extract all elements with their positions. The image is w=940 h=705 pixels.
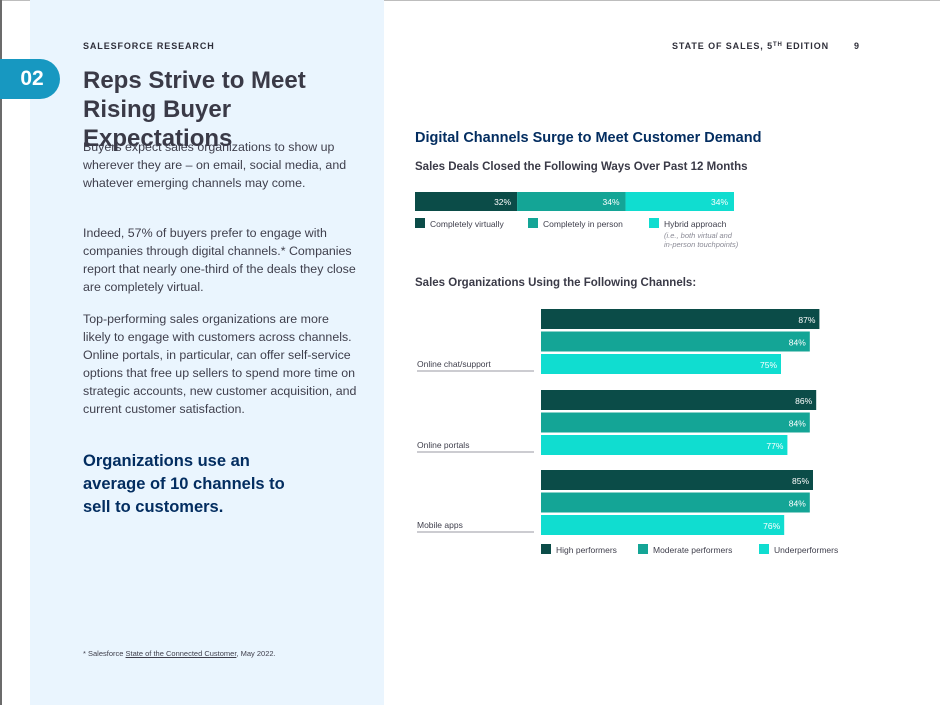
channel-bar (541, 309, 820, 329)
legend-label: High performers (556, 545, 617, 555)
channel-category-label: Online chat/support (417, 359, 491, 369)
channel-category-label: Online portals (417, 440, 469, 450)
page-title: Reps Strive to Meet Rising Buyer Expecta… (83, 67, 306, 152)
stacked-bar-value-label: 34% (711, 197, 728, 207)
legend-label: Completely in person (543, 219, 623, 229)
channel-bar (541, 515, 785, 535)
legend-label: Underperformers (774, 545, 838, 555)
legend-swatch (541, 544, 551, 554)
channel-category-label: Mobile apps (417, 520, 463, 530)
stacked-bar-value-label: 34% (603, 197, 620, 207)
legend-label: Moderate performers (653, 545, 732, 555)
channel-bar (541, 354, 781, 374)
channel-bar-value-label: 84% (789, 419, 806, 429)
channel-bar (541, 390, 817, 410)
page-top-edge (0, 0, 940, 1)
channel-bar-value-label: 84% (789, 338, 806, 348)
report-edition-label: STATE OF SALES, 5TH EDITION (672, 41, 829, 51)
channel-bar-value-label: 84% (789, 499, 806, 509)
stacked-chart-title: Sales Deals Closed the Following Ways Ov… (415, 161, 748, 173)
legend-note: (i.e., both virtual and (664, 231, 733, 240)
eyebrow-label: SALESFORCE RESEARCH (83, 41, 215, 51)
legend-swatch (528, 218, 538, 228)
channel-bar (541, 412, 810, 433)
page-left-edge (0, 0, 2, 705)
channel-bar (541, 470, 813, 490)
channel-bar-value-label: 86% (795, 396, 812, 406)
stacked-bar-segment (625, 192, 734, 211)
channel-bar-value-label: 85% (792, 476, 809, 486)
channel-bar-value-label: 87% (798, 315, 815, 325)
legend-note: in-person touchpoints) (664, 240, 739, 249)
legend-swatch (638, 544, 648, 554)
legend-swatch (415, 218, 425, 228)
channel-bar-value-label: 77% (766, 441, 783, 451)
chart-title: Digital Channels Surge to Meet Customer … (415, 130, 762, 146)
callout-statement: Organizations use an average of 10 chann… (83, 452, 285, 516)
stacked-bar-segment (517, 192, 626, 211)
channel-bar (541, 492, 810, 513)
legend-label: Completely virtually (430, 219, 504, 229)
legend-label: Hybrid approach (664, 219, 727, 229)
body-paragraph-3: Top-performing sales organizations are m… (83, 312, 357, 416)
stacked-bar-segment (415, 192, 518, 211)
left-text-panel (30, 0, 384, 705)
channel-bar-value-label: 75% (760, 360, 777, 370)
page-number: 9 (854, 41, 860, 51)
footnote-source-link[interactable]: State of the Connected Customer (125, 649, 237, 658)
channel-bar-value-label: 76% (763, 521, 780, 531)
channels-chart-title: Sales Organizations Using the Following … (415, 277, 697, 289)
body-paragraph-2: Indeed, 57% of buyers prefer to engage w… (83, 226, 356, 294)
legend-swatch (759, 544, 769, 554)
legend-swatch (649, 218, 659, 228)
channel-bar (541, 435, 788, 455)
body-paragraph-1: Buyers expect sales organizations to sho… (83, 140, 347, 190)
footnote: * Salesforce State of the Connected Cust… (83, 649, 276, 658)
stacked-bar-value-label: 32% (494, 197, 511, 207)
channel-bar (541, 331, 810, 352)
section-number-badge: 02 (0, 59, 60, 99)
